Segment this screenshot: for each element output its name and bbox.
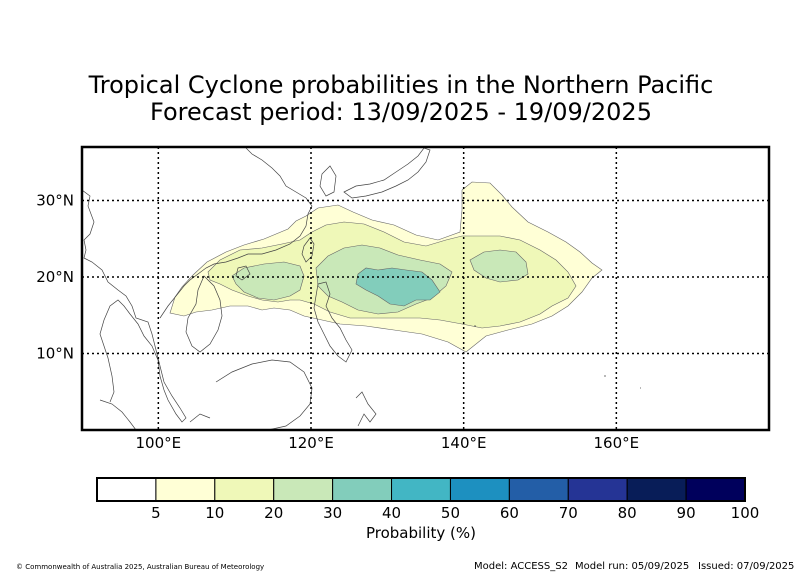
colorbar-tick-label: 50 (441, 504, 460, 522)
map-gridlines (82, 147, 769, 430)
title-line-2: Forecast period: 13/09/2025 - 19/09/2025 (150, 98, 652, 126)
colorbar-tick-label: 90 (677, 504, 696, 522)
pacific-islands (474, 325, 641, 389)
probability-contours (169, 181, 603, 353)
lat-tick-label: 20°N (36, 268, 74, 286)
asia-mainland-coast (82, 147, 313, 423)
philippines-coast (313, 281, 353, 363)
lon-tick-label: 160°E (594, 434, 640, 452)
colorbar-box (273, 477, 334, 502)
map-area (82, 147, 769, 430)
colorbar-tick-label: 70 (559, 504, 578, 522)
colorbar-box (214, 477, 275, 502)
colorbar-title: Probability (%) (366, 524, 476, 542)
borneo-coast (189, 359, 313, 430)
lon-tick-label: 120°E (288, 434, 334, 452)
coastlines (82, 147, 641, 430)
model-run-date: Model run: 05/09/2025 (575, 561, 690, 572)
sulawesi-coast (355, 391, 377, 427)
colorbar-boxes (96, 477, 746, 502)
lon-tick-label: 100°E (136, 434, 182, 452)
model-name: Model: ACCESS_S2 (474, 561, 568, 572)
contour-20-percent-east (469, 249, 529, 283)
map-frame (80, 145, 771, 432)
contour-20-percent-west (231, 261, 305, 301)
issued-date: Issued: 07/09/2025 (698, 561, 795, 572)
hainan-coast (235, 265, 251, 281)
colorbar-tick-label: 10 (205, 504, 224, 522)
colorbar-box (508, 477, 569, 502)
japan-coast (343, 147, 431, 199)
taiwan-coast (301, 237, 315, 263)
lat-tick-label: 10°N (36, 345, 74, 363)
colorbar-box (96, 477, 157, 502)
colorbar-box (449, 477, 510, 502)
korea-coast (319, 165, 337, 197)
lon-tick-label: 140°E (441, 434, 487, 452)
title-line-1: Tropical Cyclone probabilities in the No… (88, 71, 714, 99)
colorbar-tick-labels: 5 10 20 30 40 50 60 70 80 90 100 (151, 504, 759, 522)
colorbar-box (332, 477, 393, 502)
colorbar: 5 10 20 30 40 50 60 70 80 90 100 Probability (%) (96, 477, 759, 542)
colorbar-tick-label: 60 (500, 504, 519, 522)
sumatra-coast (99, 399, 137, 430)
colorbar-tick-label: 100 (731, 504, 760, 522)
colorbar-tick-label: 40 (382, 504, 401, 522)
colorbar-tick-label: 5 (151, 504, 161, 522)
colorbar-box (155, 477, 216, 502)
longitude-labels: 100°E 120°E 140°E 160°E (136, 434, 640, 452)
colorbar-box (391, 477, 451, 502)
colorbar-tick-label: 30 (323, 504, 342, 522)
colorbar-tick-label: 20 (264, 504, 283, 522)
latitude-labels: 10°N 20°N 30°N (36, 192, 74, 363)
colorbar-frame (96, 477, 746, 502)
indochina-coast (185, 275, 223, 353)
colorbar-box (567, 477, 628, 502)
colorbar-box (685, 477, 746, 502)
colorbar-tick-label: 80 (618, 504, 637, 522)
colorbar-box (626, 477, 687, 502)
copyright-credit: © Commonwealth of Australia 2025, Austra… (16, 563, 265, 571)
lat-tick-label: 30°N (36, 192, 74, 210)
